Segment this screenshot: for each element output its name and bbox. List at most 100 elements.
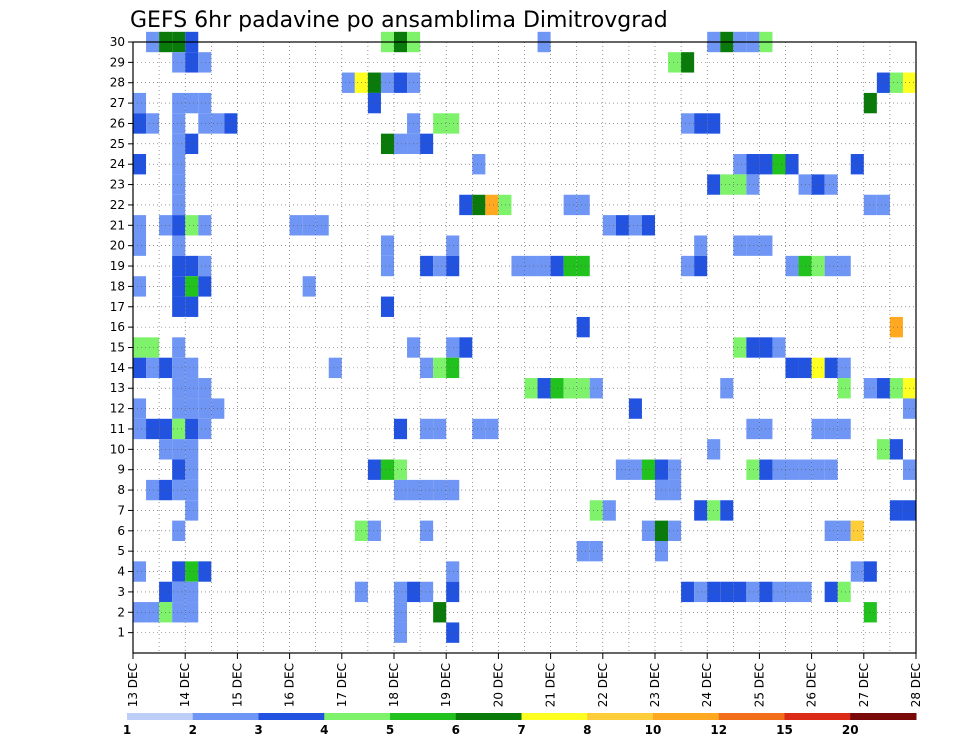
legend-swatch [258, 713, 325, 720]
x-tick-label: 28 DEC [909, 663, 923, 707]
y-tick-label: 24 [110, 157, 125, 171]
precip-cell [668, 459, 682, 480]
precip-cell [185, 561, 199, 582]
x-tick-label: 16 DEC [283, 663, 297, 707]
precip-cell [394, 133, 408, 155]
precip-cell [668, 479, 682, 501]
x-axis: 13 DEC 14 DEC 15 DEC 16 DEC 17 DEC 18 DEC 19 D… [126, 653, 923, 707]
x-tick-label: 26 DEC [805, 663, 819, 707]
precip-cell [615, 215, 629, 236]
precip-cell [367, 92, 381, 114]
precip-cell [133, 357, 147, 379]
precip-cell [433, 418, 447, 440]
precip-cell [694, 581, 708, 603]
precip-cell [198, 418, 212, 440]
precip-cell [172, 561, 186, 582]
precip-cell [420, 479, 434, 501]
precip-cell [733, 154, 747, 175]
precip-cell [668, 52, 682, 73]
precip-cell [420, 418, 434, 440]
precip-cell [576, 540, 590, 562]
y-tick-label: 21 [110, 218, 125, 232]
precip-cell [746, 235, 760, 256]
precip-cell [446, 235, 460, 256]
precip-cell [446, 113, 460, 134]
precip-cell [172, 255, 186, 277]
x-tick-label: 23 DEC [648, 663, 662, 707]
precip-cell [198, 561, 212, 582]
precip-cell [198, 215, 212, 236]
plot-frame [132, 41, 917, 654]
y-tick-label: 28 [110, 76, 125, 90]
precip-cell [380, 255, 394, 277]
y-tick-label: 12 [110, 402, 125, 416]
precip-cell [589, 500, 603, 521]
precip-cell [185, 276, 199, 297]
y-tick-label: 25 [110, 137, 125, 151]
legend-label: 4 [320, 723, 328, 737]
precip-cell [185, 581, 199, 603]
legend-label: 6 [452, 723, 460, 737]
precip-cell [733, 337, 747, 358]
precip-cell [785, 459, 799, 480]
precip-cell [824, 174, 838, 195]
y-tick-label: 1 [117, 626, 125, 640]
precip-cell [146, 602, 160, 623]
precip-cell [172, 235, 186, 256]
precip-cell [824, 520, 838, 541]
precip-cell [876, 194, 890, 216]
precip-cell [720, 581, 734, 603]
precip-cell [641, 459, 655, 480]
y-tick-label: 16 [110, 320, 125, 334]
precip-cell [837, 378, 851, 399]
precip-cell [380, 133, 394, 155]
precip-cell [133, 215, 147, 236]
precip-cell [380, 459, 394, 480]
precip-cell [420, 520, 434, 541]
precip-cell [420, 581, 434, 603]
precip-cell [172, 520, 186, 541]
precip-cell [172, 439, 186, 460]
precip-cell [394, 622, 408, 643]
y-tick-label: 20 [110, 239, 125, 253]
precip-cell [837, 357, 851, 379]
precip-cell [720, 378, 734, 399]
precip-cell [746, 459, 760, 480]
precip-cell [720, 500, 734, 521]
precip-cell [772, 459, 786, 480]
precip-cell [289, 215, 303, 236]
precip-cell [668, 520, 682, 541]
precip-cell [824, 581, 838, 603]
y-tick-label: 15 [110, 341, 125, 355]
precip-cell [824, 459, 838, 480]
y-tick-label: 30 [110, 35, 125, 49]
precip-cell [694, 113, 708, 134]
precip-cell [472, 154, 486, 175]
precip-cell [446, 581, 460, 603]
legend-swatch [587, 713, 654, 720]
precip-cell [681, 581, 695, 603]
precip-cell [172, 133, 186, 155]
legend-label: 2 [189, 723, 197, 737]
precip-cell [733, 174, 747, 195]
y-tick-label: 10 [110, 442, 125, 456]
precip-cell [315, 215, 329, 236]
precip-cell [433, 255, 447, 277]
precip-cell [889, 378, 903, 399]
precip-cell [733, 235, 747, 256]
precip-cell [785, 255, 799, 277]
legend-label: 5 [386, 723, 394, 737]
precipitation-cells [133, 31, 916, 643]
precip-cell [863, 602, 877, 623]
precip-cell [641, 520, 655, 541]
precip-cell [146, 337, 160, 358]
precip-cell [628, 398, 642, 419]
y-tick-label: 14 [110, 361, 125, 375]
precip-cell [811, 418, 825, 440]
y-axis: 1234567891011121314151617181920212223242… [110, 35, 133, 640]
precip-cell [146, 418, 160, 440]
precip-cell [694, 235, 708, 256]
precip-cell [198, 378, 212, 399]
precip-cell [224, 113, 238, 134]
y-tick-label: 19 [110, 259, 125, 273]
